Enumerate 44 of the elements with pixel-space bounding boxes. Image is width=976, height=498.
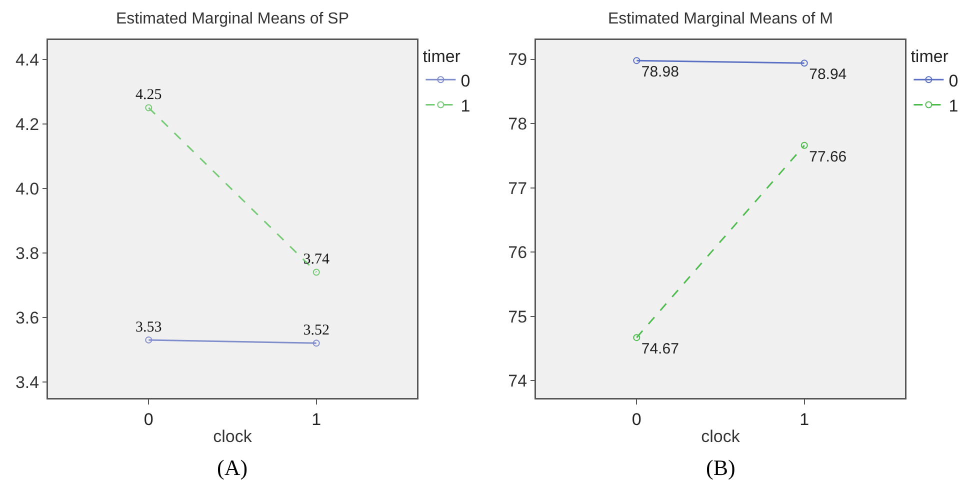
x-axis-title: clock <box>701 427 740 446</box>
legend-title: timer <box>910 47 949 66</box>
x-tick-label: 0 <box>632 410 642 429</box>
point <box>145 104 152 112</box>
y-tick-label: 74 <box>508 372 528 391</box>
point <box>312 340 320 347</box>
text: (B) <box>706 455 736 480</box>
data-label: 4.25 <box>136 87 162 104</box>
x-tick-label: 0 <box>144 410 154 429</box>
y-tick-label: 4.2 <box>15 114 40 134</box>
legend-label: 0 <box>948 71 958 90</box>
legend-label: 1 <box>948 96 958 116</box>
data-label: 3.52 <box>303 322 330 339</box>
legend-title: timer <box>422 47 461 66</box>
y-tick-label: 75 <box>508 307 528 326</box>
x-axis-title: clock <box>213 427 252 446</box>
legend-label: 1 <box>460 96 470 116</box>
chart-title: Estimated Marginal Means of SP <box>116 10 349 28</box>
chart-title: Estimated Marginal Means of M <box>608 10 833 28</box>
y-tick-label: 4.4 <box>15 50 40 70</box>
text: (A) <box>217 455 248 480</box>
data-label: 77.66 <box>809 148 847 166</box>
y-tick-label: 78 <box>508 114 528 134</box>
point <box>633 57 640 64</box>
y-tick-label: 77 <box>508 178 528 198</box>
y-tick-label: 3.6 <box>15 308 40 328</box>
data-label: 3.53 <box>136 319 162 336</box>
point <box>800 60 808 67</box>
data-label: 78.94 <box>809 66 847 84</box>
x-tick-label: 1 <box>312 410 322 429</box>
x-tick-label: 1 <box>800 410 810 429</box>
point <box>312 268 320 276</box>
data-label: 78.98 <box>641 64 679 81</box>
point <box>633 334 640 342</box>
data-label: 3.74 <box>303 252 330 268</box>
y-tick-label: 76 <box>508 243 528 262</box>
y-tick-label: 79 <box>508 50 528 70</box>
y-tick-label: 3.4 <box>15 372 40 392</box>
legend-label: 0 <box>460 71 470 90</box>
y-tick-label: 4.0 <box>15 179 40 198</box>
point <box>145 336 152 344</box>
point <box>800 142 808 149</box>
data-label: 74.67 <box>641 340 679 358</box>
y-tick-label: 3.8 <box>15 244 40 263</box>
